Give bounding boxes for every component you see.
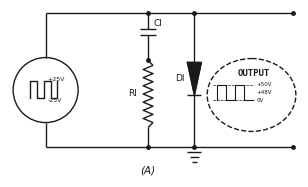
Polygon shape — [188, 62, 201, 95]
Text: -25V: -25V — [48, 98, 62, 103]
Text: (A): (A) — [140, 166, 156, 176]
Text: +48V: +48V — [257, 90, 272, 95]
Text: CI: CI — [154, 19, 163, 27]
Text: OUTPUT: OUTPUT — [237, 69, 270, 78]
Text: DI: DI — [175, 74, 184, 83]
Text: +25V: +25V — [48, 77, 65, 82]
Text: +50V: +50V — [257, 82, 272, 87]
Text: 0V: 0V — [257, 98, 264, 103]
Text: RI: RI — [128, 90, 137, 99]
